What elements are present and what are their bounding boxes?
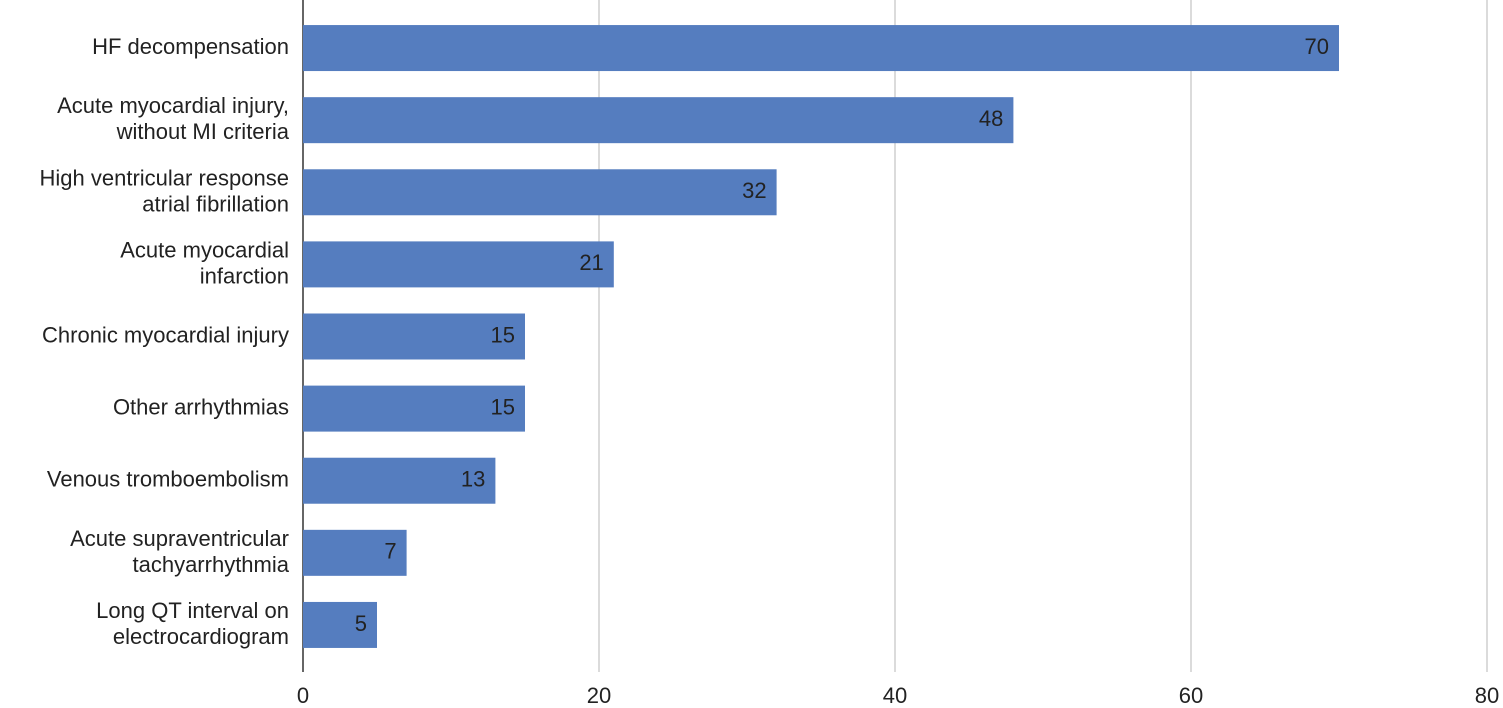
bar	[303, 313, 525, 360]
value-label: 7	[384, 539, 396, 564]
value-label: 32	[742, 178, 766, 203]
bar	[303, 25, 1339, 72]
x-tick-label: 80	[1475, 683, 1499, 708]
x-tick-label: 20	[587, 683, 611, 708]
y-tick-label: HF decompensation	[92, 34, 289, 59]
y-tick-label: Acute myocardial injury, without MI crite…	[57, 93, 290, 144]
x-tick-label: 40	[883, 683, 907, 708]
bar	[303, 97, 1014, 144]
bar	[303, 529, 407, 576]
value-label: 48	[979, 106, 1003, 131]
y-tick-label: Venous tromboembolism	[47, 467, 289, 492]
value-label: 15	[491, 394, 515, 419]
bar	[303, 385, 525, 432]
value-label: 5	[355, 611, 367, 636]
y-tick-label: Long QT interval on electrocardiogram	[96, 598, 289, 649]
y-tick-label: Acute myocardial infarction	[120, 237, 289, 288]
x-tick-label: 60	[1179, 683, 1203, 708]
y-tick-label: High ventricular response atrial fibrilla…	[40, 165, 289, 216]
x-tick-label: 0	[297, 683, 309, 708]
y-tick-label: Other arrhythmias	[113, 394, 289, 419]
bar	[303, 457, 496, 504]
y-tick-label: Acute supraventricular tachyarrhythmia	[70, 526, 290, 577]
value-label: 13	[461, 467, 485, 492]
y-tick-label: Chronic myocardial injury	[42, 322, 289, 347]
value-label: 21	[579, 250, 603, 275]
bar	[303, 169, 777, 216]
bar	[303, 601, 377, 648]
bar	[303, 241, 614, 288]
value-label: 15	[491, 322, 515, 347]
value-label: 70	[1305, 34, 1329, 59]
